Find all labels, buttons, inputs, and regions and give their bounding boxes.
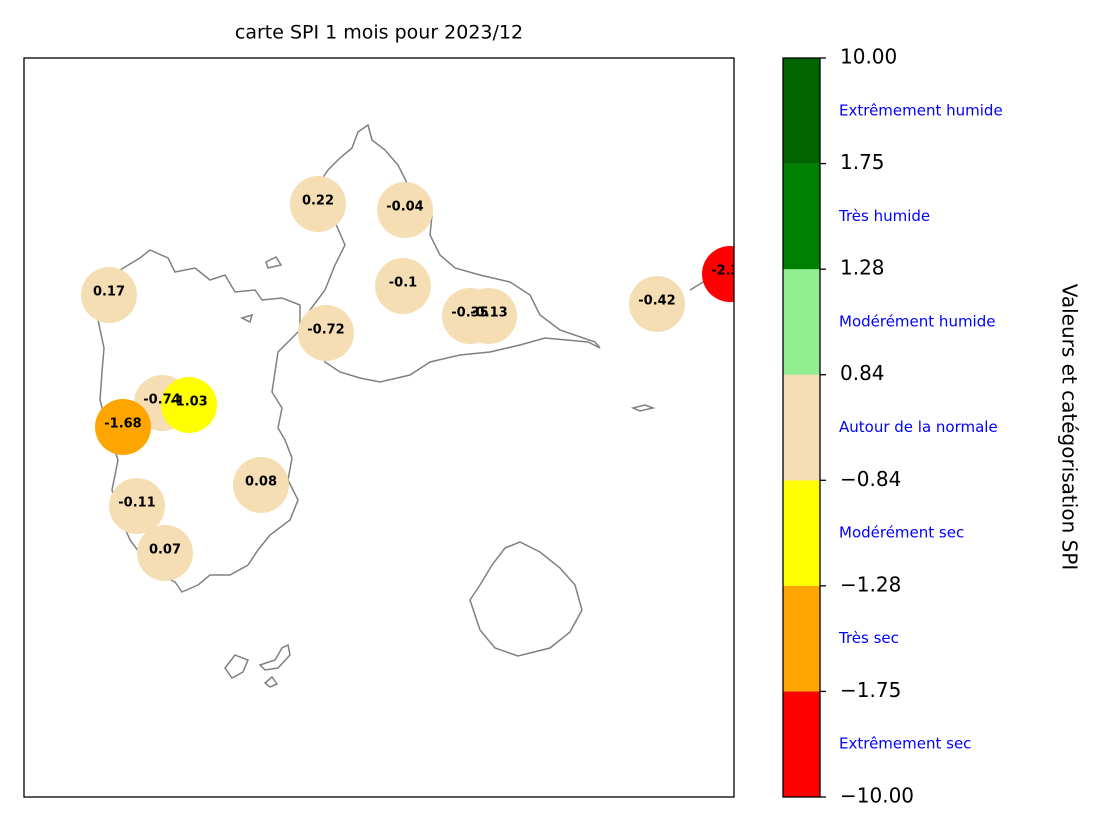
- marie-galante: [469, 541, 583, 657]
- station-marker: [233, 457, 289, 513]
- colorbar: Extrêmement sec Très sec Modérément sec Aut…: [782, 45, 1003, 808]
- station-label: 0.08: [245, 475, 277, 490]
- map-title: carte SPI 1 mois pour 2023/12: [235, 22, 523, 44]
- colorbar-segment: [783, 691, 820, 797]
- station-marker: [702, 246, 734, 302]
- station-marker: [377, 182, 433, 238]
- coastlines: 0.22 -0.04 0.17 -0.1 -0.35-0.13 -0.72 -0.42 -2.…: [81, 123, 748, 688]
- station-marker: [95, 399, 151, 455]
- station-marker: [298, 305, 354, 361]
- colorbar-segment: [783, 585, 820, 692]
- category-label: Autour de la normale: [839, 418, 998, 436]
- station-marker: [290, 176, 346, 232]
- les-saintes: [224, 643, 291, 688]
- station-label: 0.07: [149, 543, 181, 558]
- ilet: [239, 256, 283, 324]
- map-frame: [23, 57, 735, 798]
- station-label: -0.35: [451, 306, 488, 321]
- station-marker: [629, 276, 685, 332]
- colorbar-tick-label: 1.28: [840, 256, 885, 280]
- colorbar-segment: [783, 163, 820, 270]
- station-label: -0.1: [389, 276, 417, 291]
- colorbar-segment: [783, 480, 820, 586]
- colorbar-tick-label: −0.84: [840, 467, 901, 491]
- petite-terre: [630, 404, 656, 412]
- colorbar-tick-label: −1.75: [840, 678, 901, 702]
- category-label: Extrêmement sec: [839, 735, 971, 753]
- category-label: Très humide: [838, 207, 930, 225]
- colorbar-segment: [783, 374, 820, 481]
- station-label: -0.04: [386, 200, 423, 215]
- category-label: Très sec: [838, 629, 899, 647]
- colorbar-frame: [782, 57, 821, 798]
- station-marker: [109, 478, 165, 534]
- colorbar-segment: [783, 58, 820, 164]
- colorbar-tick-label: −10.00: [840, 784, 914, 808]
- category-label: Modérément sec: [839, 524, 964, 542]
- station-label: -2.38: [711, 264, 748, 279]
- station-label: -0.74: [143, 393, 180, 408]
- station-label: -0.11: [118, 496, 155, 511]
- colorbar-tick-label: 10.00: [840, 45, 897, 69]
- colorbar-label: Valeurs et catégorisation SPI: [1058, 284, 1082, 571]
- station-marker: [375, 258, 431, 314]
- category-label: Modérément humide: [839, 312, 995, 330]
- colorbar-tick-label: 0.84: [840, 361, 885, 385]
- stations: 0.22 -0.04 0.17 -0.1 -0.35-0.13 -0.72 -0.42 -2.…: [81, 176, 748, 581]
- colorbar-tick-label: −1.28: [840, 572, 901, 596]
- station-label: 0.22: [302, 194, 334, 209]
- station-label: 0.17: [93, 285, 125, 300]
- colorbar-tick-label: 1.75: [840, 150, 885, 174]
- station-marker: [81, 267, 137, 323]
- station-label: -0.72: [307, 323, 344, 338]
- station-label: -1.03: [170, 395, 207, 410]
- category-label: Extrêmement humide: [839, 101, 1003, 119]
- station-label: -0.13: [470, 306, 507, 321]
- station-marker: [137, 525, 193, 581]
- station-label: -1.68: [104, 417, 141, 432]
- station-marker: [161, 377, 217, 433]
- station-label: -0.42: [638, 294, 675, 309]
- station-marker: [461, 288, 517, 344]
- colorbar-segment: [783, 269, 820, 375]
